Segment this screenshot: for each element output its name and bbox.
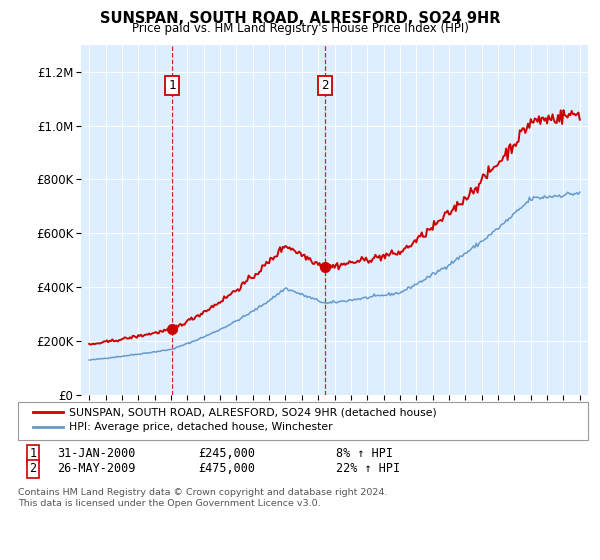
Text: SUNSPAN, SOUTH ROAD, ALRESFORD, SO24 9HR (detached house): SUNSPAN, SOUTH ROAD, ALRESFORD, SO24 9HR… (69, 408, 437, 417)
Text: 2: 2 (29, 462, 37, 475)
Text: 2: 2 (321, 79, 328, 92)
Text: 22% ↑ HPI: 22% ↑ HPI (336, 462, 400, 475)
Text: SUNSPAN, SOUTH ROAD, ALRESFORD, SO24 9HR: SUNSPAN, SOUTH ROAD, ALRESFORD, SO24 9HR (100, 11, 500, 26)
Text: Price paid vs. HM Land Registry's House Price Index (HPI): Price paid vs. HM Land Registry's House … (131, 22, 469, 35)
Text: 26-MAY-2009: 26-MAY-2009 (57, 462, 136, 475)
Text: 8% ↑ HPI: 8% ↑ HPI (336, 447, 393, 460)
Text: 1: 1 (29, 447, 37, 460)
Text: 1: 1 (169, 79, 176, 92)
Text: £245,000: £245,000 (198, 447, 255, 460)
Text: £475,000: £475,000 (198, 462, 255, 475)
Text: HPI: Average price, detached house, Winchester: HPI: Average price, detached house, Winc… (69, 422, 332, 432)
Text: 31-JAN-2000: 31-JAN-2000 (57, 447, 136, 460)
Text: Contains HM Land Registry data © Crown copyright and database right 2024.
This d: Contains HM Land Registry data © Crown c… (18, 488, 388, 508)
